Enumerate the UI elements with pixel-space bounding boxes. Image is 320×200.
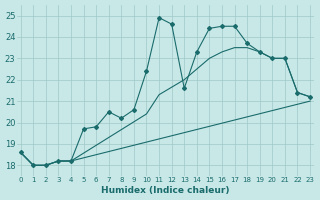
X-axis label: Humidex (Indice chaleur): Humidex (Indice chaleur) [101, 186, 230, 195]
